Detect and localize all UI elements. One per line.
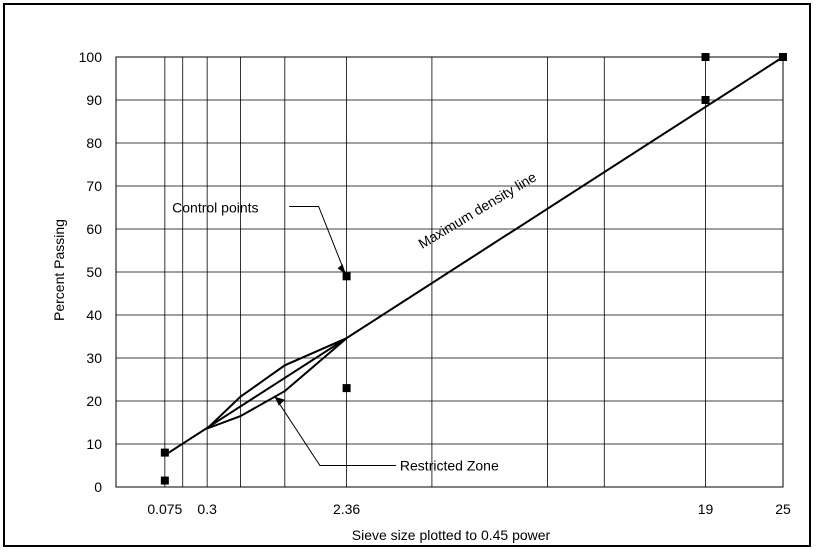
maximum-density-line xyxy=(164,56,784,457)
y-axis-label: Percent Passing xyxy=(51,219,67,321)
x-tick-label: 2.36 xyxy=(333,501,360,517)
control-point-marker xyxy=(160,448,169,457)
restricted-zone-lower xyxy=(206,337,348,430)
chart-frame xyxy=(3,3,811,547)
y-tick-label: 10 xyxy=(86,436,102,452)
control-points-arrowhead xyxy=(337,264,346,275)
y-tick-label: 40 xyxy=(86,307,102,323)
control-point-marker xyxy=(779,53,787,61)
control-points-leader xyxy=(289,206,347,275)
control-point-marker xyxy=(342,384,351,393)
y-tick-label: 30 xyxy=(86,350,102,366)
restricted-zone-arrowhead xyxy=(274,396,285,406)
y-tick-label: 50 xyxy=(86,264,102,280)
x-axis-label: Sieve size plotted to 0.45 power xyxy=(352,527,551,543)
control-point-marker xyxy=(342,272,351,281)
x-tick-label: 0.3 xyxy=(197,501,217,517)
restricted-zone-upper xyxy=(206,337,348,430)
markers-layer xyxy=(160,53,787,485)
y-tick-label: 90 xyxy=(86,92,102,108)
restricted-zone-annotation: Restricted Zone xyxy=(400,458,499,474)
x-tick-label: 19 xyxy=(698,501,714,517)
y-tick-label: 100 xyxy=(79,49,103,65)
y-tick-label: 80 xyxy=(86,135,102,151)
y-tick-label: 0 xyxy=(94,479,102,495)
control-point-marker xyxy=(701,53,710,61)
y-tick-label: 70 xyxy=(86,178,102,194)
x-tick-label: 25 xyxy=(775,501,791,517)
maximum-density-line-annotation: Maximum density line xyxy=(415,168,539,251)
y-tick-label: 60 xyxy=(86,221,102,237)
series-layer xyxy=(164,56,784,457)
control-points-annotation: Control points xyxy=(172,200,258,216)
control-point-marker xyxy=(160,476,169,485)
restricted-zone-leader xyxy=(274,396,396,466)
x-tick-label: 0.075 xyxy=(147,501,182,517)
tick-labels: 0 10 20 30 40 50 60 70 80 90 100 0.075 0.3 2.36 19 25 xyxy=(79,49,791,517)
annotations-layer: Control points Restricted Zone Maximum den… xyxy=(172,168,539,473)
y-tick-label: 20 xyxy=(86,393,102,409)
control-point-marker xyxy=(701,96,710,104)
